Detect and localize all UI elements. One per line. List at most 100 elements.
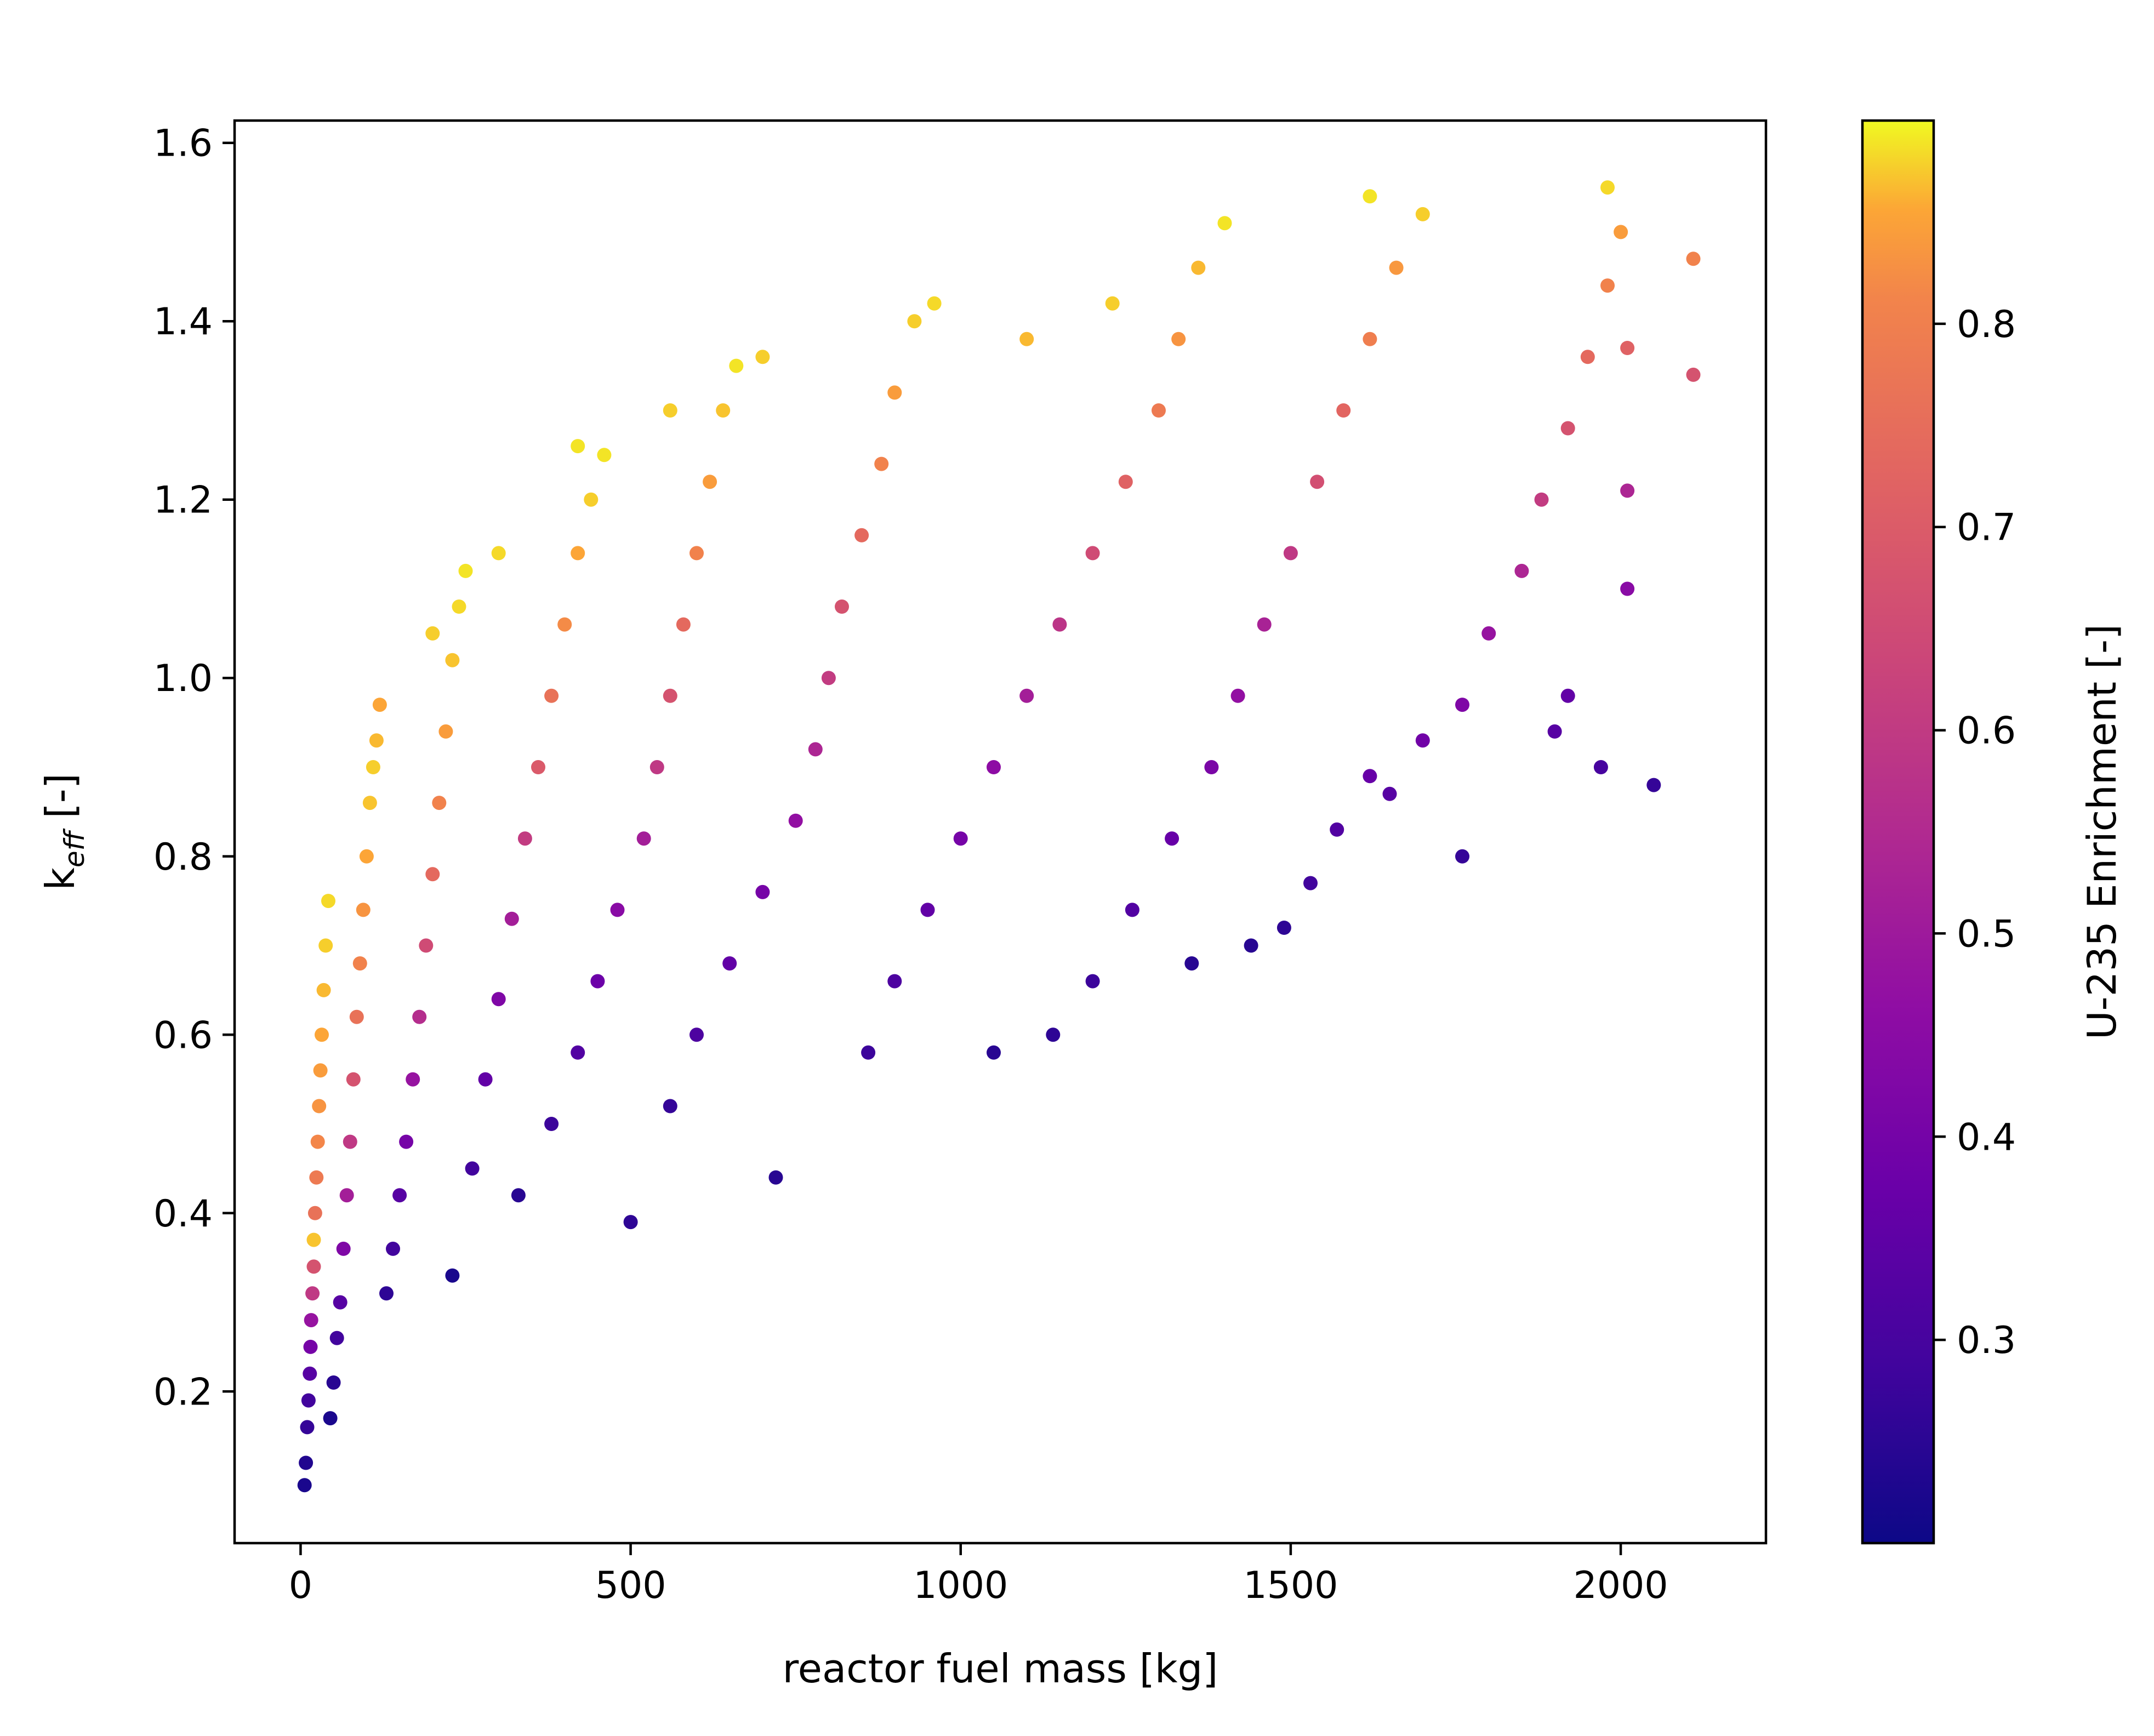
scatter-point [352, 956, 367, 971]
scatter-point [1620, 341, 1635, 355]
scatter-point [1303, 876, 1318, 890]
colorbar [1861, 119, 1935, 1545]
y-tick-label: 1.2 [153, 479, 213, 522]
scatter-point [307, 1206, 322, 1220]
scatter-point [649, 760, 664, 774]
scatter-point [362, 796, 377, 810]
scatter-point [1165, 831, 1179, 846]
scatter-point [491, 546, 506, 561]
scatter-point [1686, 252, 1701, 266]
scatter-point [313, 1063, 328, 1078]
scatter-point [318, 938, 333, 953]
scatter-point [504, 911, 519, 926]
colorbar-tick-label: 0.6 [1957, 710, 2016, 753]
x-tick-label: 1000 [913, 1564, 1008, 1607]
scatter-point [316, 983, 331, 997]
scatter-point [590, 974, 605, 989]
scatter-point [1191, 260, 1206, 275]
scatter-point [1330, 822, 1344, 837]
scatter-point [571, 439, 585, 454]
y-tick-label: 1.6 [153, 122, 213, 165]
scatter-point [1363, 332, 1377, 346]
scatter-point [1600, 180, 1615, 195]
scatter-point [808, 742, 823, 757]
scatter-point [1686, 367, 1701, 382]
scatter-point [1620, 483, 1635, 498]
scatter-point [299, 1455, 314, 1470]
y-axis-label-suffix: [-] [37, 773, 83, 831]
scatter-point [887, 974, 902, 989]
scatter-point [445, 1268, 460, 1283]
scatter-point [366, 760, 380, 774]
scatter-point [1277, 921, 1291, 935]
scatter-point [1230, 688, 1245, 703]
scatter-point [689, 1027, 704, 1042]
scatter-point [623, 1215, 638, 1230]
scatter-point [729, 358, 744, 373]
scatter-point [386, 1241, 400, 1256]
scatter-point [722, 956, 737, 971]
scatter-point [1085, 546, 1100, 561]
scatter-point [1646, 778, 1661, 792]
scatter-point [755, 884, 770, 899]
scatter-point [768, 1170, 783, 1185]
scatter-point [349, 1009, 364, 1024]
scatter-point [597, 448, 612, 462]
scatter-point [1560, 688, 1575, 703]
y-tick-label: 0.6 [153, 1014, 213, 1057]
scatter-point [1363, 189, 1377, 204]
scatter-point [1046, 1027, 1061, 1042]
scatter-point [419, 938, 434, 953]
scatter-point [303, 1366, 317, 1381]
scatter-point [1118, 475, 1133, 489]
scatter-point [1085, 974, 1100, 989]
scatter-point [432, 796, 447, 810]
x-axis-label: reactor fuel mass [kg] [783, 1646, 1218, 1692]
scatter-point [1560, 421, 1575, 436]
scatter-point [854, 528, 869, 542]
scatter-point [1415, 733, 1430, 748]
scatter-point [874, 456, 889, 471]
y-axis-label: keff [-] [37, 773, 90, 890]
scatter-point [399, 1134, 414, 1149]
scatter-point [392, 1188, 407, 1203]
scatter-point [1283, 546, 1298, 561]
scatter-point [1514, 563, 1529, 578]
scatter-point [676, 617, 691, 632]
scatter-point [310, 1134, 325, 1149]
scatter-point [861, 1045, 876, 1060]
scatter-point [465, 1161, 480, 1176]
scatter-point [610, 903, 625, 917]
scatter-point [571, 1045, 585, 1060]
colorbar-tick-label: 0.8 [1957, 303, 2016, 346]
y-tick-label: 1.4 [153, 300, 213, 344]
scatter-point [1580, 350, 1595, 364]
scatter-point [478, 1072, 493, 1087]
scatter-point [1534, 492, 1549, 507]
scatter-point [835, 599, 849, 614]
scatter-point [339, 1188, 354, 1203]
scatter-point [315, 1027, 329, 1042]
y-tick-label: 0.4 [153, 1192, 213, 1236]
scatter-point [1455, 698, 1469, 712]
scatter-point [343, 1134, 357, 1149]
scatter-point [571, 546, 585, 561]
scatter-point [584, 492, 599, 507]
scatter-point [531, 760, 545, 774]
scatter-point [920, 903, 935, 917]
scatter-point [379, 1286, 394, 1301]
scatter-point [305, 1286, 320, 1301]
plot-frame [233, 119, 1768, 1545]
scatter-point [1019, 332, 1034, 346]
scatter-point [356, 903, 371, 917]
scatter-points [297, 180, 1701, 1493]
scatter-point [304, 1313, 318, 1328]
scatter-point [1614, 225, 1628, 239]
scatter-point [406, 1072, 420, 1087]
x-tick-label: 2000 [1574, 1564, 1668, 1607]
scatter-point [517, 831, 532, 846]
colorbar-tick-label: 0.3 [1957, 1319, 2016, 1362]
scatter-point [1244, 938, 1258, 953]
colorbar-tick-label: 0.5 [1957, 912, 2016, 956]
